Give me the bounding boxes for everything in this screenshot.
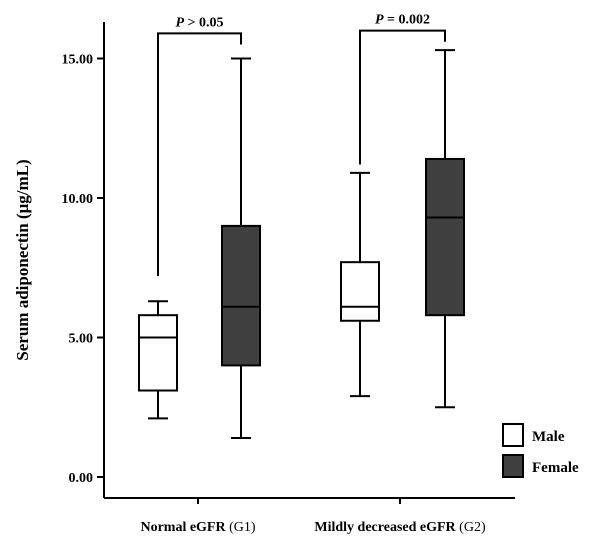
p-symbol: P bbox=[375, 13, 384, 28]
y-axis-title: Serum adiponectin (μg/mL) bbox=[13, 159, 32, 360]
category-name: Normal eGFR bbox=[140, 520, 226, 535]
box-female-0 bbox=[221, 57, 261, 439]
p-value-label: P > 0.05 bbox=[175, 15, 223, 30]
box-female-1 bbox=[425, 49, 465, 409]
box-iqr bbox=[425, 157, 465, 317]
legend: Male Female bbox=[502, 423, 579, 478]
legend-swatch bbox=[502, 454, 524, 478]
box-male-0 bbox=[138, 300, 178, 420]
y-tick-label: 15.00 bbox=[62, 53, 94, 68]
p-value: > 0.05 bbox=[184, 15, 223, 30]
category-group: (G2) bbox=[456, 520, 486, 535]
significance-bracket: P = 0.002 bbox=[359, 13, 446, 165]
legend-item-male: Male bbox=[502, 423, 565, 447]
y-axis: 0.00 5.00 10.00 15.00 bbox=[62, 22, 105, 498]
p-symbol: P bbox=[175, 15, 184, 30]
p-value-label: P = 0.002 bbox=[375, 13, 430, 28]
y-tick-label: 10.00 bbox=[62, 192, 94, 207]
x-axis: Normal eGFR (G1) Mildly decreased eGFR (G… bbox=[104, 497, 515, 535]
y-tick-label: 0.00 bbox=[69, 471, 94, 486]
box-iqr bbox=[340, 261, 380, 322]
legend-label: Male bbox=[532, 429, 565, 445]
legend-label: Female bbox=[532, 460, 579, 476]
bracket-line bbox=[359, 29, 446, 165]
category-name: Mildly decreased eGFR bbox=[314, 520, 456, 535]
box-iqr bbox=[221, 224, 261, 367]
bracket-line bbox=[157, 32, 242, 277]
legend-item-female: Female bbox=[502, 454, 579, 478]
category-label: Normal eGFR (G1) bbox=[140, 520, 255, 535]
box-iqr bbox=[138, 314, 178, 392]
y-tick-label: 5.00 bbox=[69, 332, 94, 347]
category-label: Mildly decreased eGFR (G2) bbox=[314, 520, 486, 535]
p-value: = 0.002 bbox=[384, 13, 430, 28]
legend-swatch bbox=[502, 423, 524, 447]
significance-bracket: P > 0.05 bbox=[157, 15, 242, 277]
box-series bbox=[138, 49, 465, 439]
significance-annotations: P > 0.05 P = 0.002 bbox=[157, 13, 446, 277]
category-group: (G1) bbox=[226, 520, 256, 535]
box-male-1 bbox=[340, 171, 380, 398]
